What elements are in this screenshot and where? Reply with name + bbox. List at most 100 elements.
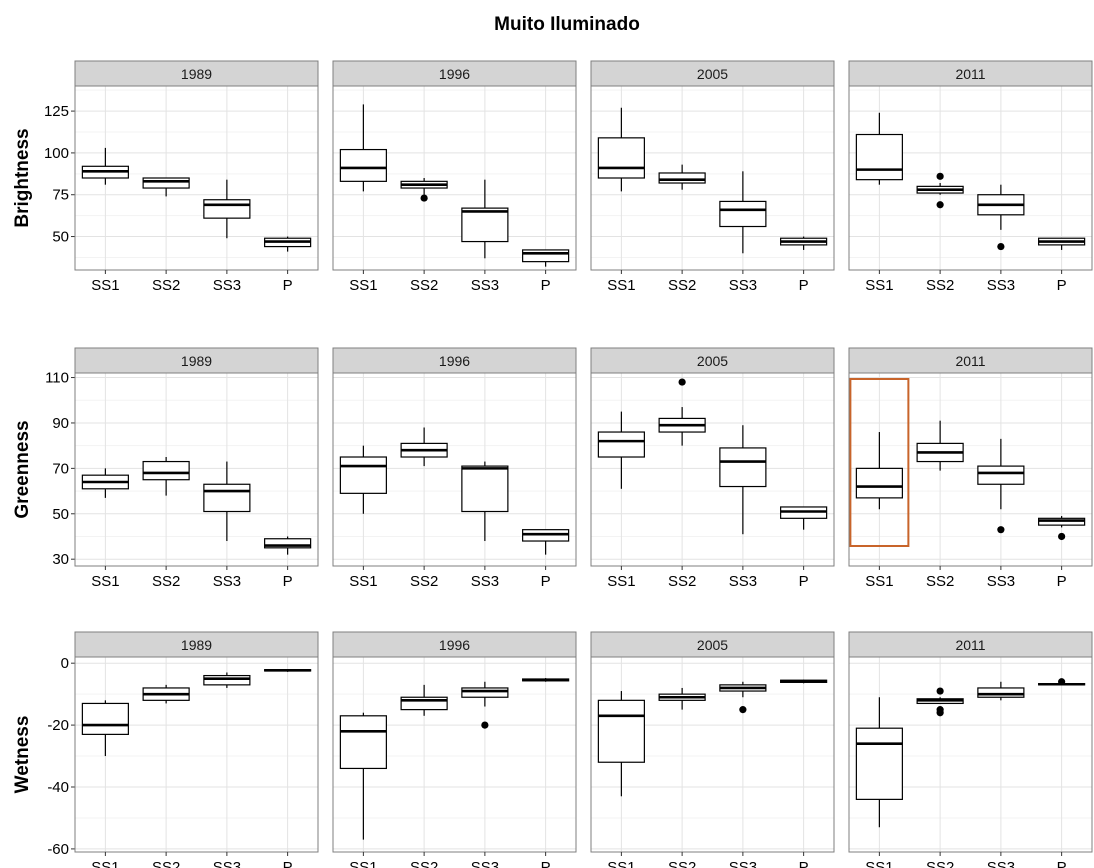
y-tick-label: -20 — [47, 717, 69, 734]
boxplot-ss1 — [339, 445, 387, 514]
x-tick-label: P — [799, 277, 809, 294]
facet-row-brightness: Brightness 50 75 100 125 1989 SS1 SS2 SS3 P 1996 SS… — [12, 60, 1093, 294]
x-tick-label: SS3 — [213, 573, 241, 590]
outlier-point — [936, 709, 944, 717]
box-iqr — [977, 465, 1025, 485]
panel-brightness-1996: 1996 SS1 SS2 SS3 P — [332, 60, 577, 294]
boxplot-ss2 — [658, 378, 706, 446]
outlier-point — [936, 172, 944, 180]
box-iqr — [461, 687, 509, 698]
boxplot-ss1 — [855, 432, 903, 510]
box-iqr — [339, 148, 387, 182]
x-tick-label: SS1 — [865, 573, 893, 590]
boxplot-p — [780, 679, 828, 684]
box-iqr — [461, 465, 509, 513]
facet-strip — [74, 347, 319, 374]
x-tick-label: SS2 — [410, 277, 438, 294]
panel-wetness-1989: 1989 SS1 SS2 SS3 P — [74, 631, 319, 868]
boxplot-ss2 — [916, 687, 964, 717]
outlier-point — [997, 242, 1005, 251]
x-tick-label: SS1 — [349, 573, 377, 590]
boxplot-ss3 — [719, 171, 767, 254]
outlier-point — [997, 526, 1005, 534]
boxplot-p — [1038, 237, 1086, 250]
facet-strip-label: 2005 — [697, 66, 728, 82]
panel-greenness-2011: 2011 SS1 SS2 SS3 P — [848, 347, 1093, 590]
boxplot-ss1 — [339, 712, 387, 840]
y-tick-label: 0 — [61, 655, 69, 672]
boxplot-p — [522, 249, 570, 267]
y-tick-label: 125 — [44, 103, 69, 120]
panel-brightness-1989: 1989 SS1 SS2 SS3 P — [74, 60, 319, 294]
y-tick-label: 50 — [52, 229, 69, 246]
panel-background — [75, 373, 318, 566]
box-iqr — [597, 699, 645, 763]
box-iqr — [264, 538, 312, 549]
box-iqr — [203, 674, 251, 686]
box-iqr — [977, 687, 1025, 698]
x-tick-label: P — [541, 859, 551, 868]
facet-strip-label: 1989 — [181, 353, 212, 369]
boxplot-ss3 — [203, 672, 251, 688]
outlier-point — [481, 721, 489, 729]
boxplot-ss2 — [142, 177, 190, 197]
facet-strip-label: 2005 — [697, 637, 728, 653]
y-tick-label: 30 — [52, 551, 69, 568]
y-axis-label: Greenness — [12, 420, 33, 518]
box-iqr — [597, 137, 645, 179]
x-tick-label: SS3 — [987, 859, 1015, 868]
panel-greenness-1989: 1989 SS1 SS2 SS3 P — [74, 347, 319, 590]
boxplot-ss1 — [597, 411, 645, 489]
boxplot-p — [1038, 516, 1086, 541]
x-tick-label: SS3 — [213, 277, 241, 294]
boxplot-ss3 — [719, 681, 767, 714]
boxplot-p — [780, 506, 828, 530]
outlier-point — [678, 378, 686, 386]
facet-strip — [590, 631, 835, 658]
y-tick-label: 90 — [52, 415, 69, 432]
x-tick-label: P — [283, 859, 293, 868]
facet-strip — [332, 60, 577, 87]
panel-brightness-2005: 2005 SS1 SS2 SS3 P — [590, 60, 835, 294]
x-tick-label: SS2 — [668, 277, 696, 294]
outlier-point — [936, 201, 944, 209]
x-tick-label: SS2 — [410, 859, 438, 868]
boxplot-ss2 — [916, 420, 964, 471]
x-tick-label: SS1 — [91, 573, 119, 590]
y-tick-label: 75 — [52, 187, 69, 204]
x-tick-label: SS1 — [349, 859, 377, 868]
facet-row-greenness: Greenness 30 50 70 90 110 1989 SS1 SS2 SS3 P 1996 SS… — [12, 347, 1093, 590]
boxplot-ss3 — [461, 681, 509, 729]
panel-border — [848, 656, 1093, 853]
panel-wetness-2005: 2005 SS1 SS2 SS3 P — [590, 631, 835, 868]
x-tick-label: P — [283, 573, 293, 590]
x-tick-label: SS2 — [668, 573, 696, 590]
boxplot-ss3 — [461, 461, 509, 542]
x-tick-label: SS1 — [91, 277, 119, 294]
facet-strip — [848, 60, 1093, 87]
x-tick-label: P — [541, 277, 551, 294]
boxplot-ss3 — [977, 438, 1025, 534]
x-tick-label: SS1 — [91, 859, 119, 868]
box-iqr — [339, 456, 387, 494]
panel-border — [332, 85, 577, 271]
panel-background — [591, 373, 834, 566]
box-iqr — [461, 207, 509, 243]
boxplot-ss3 — [977, 184, 1025, 251]
x-tick-label: SS2 — [410, 573, 438, 590]
boxplot-ss3 — [203, 179, 251, 239]
panel-border — [332, 372, 577, 567]
panel-border — [590, 372, 835, 567]
box-iqr — [719, 447, 767, 488]
panel-background — [75, 657, 318, 852]
panel-wetness-2011: 2011 SS1 SS2 SS3 P — [848, 631, 1093, 868]
facet-strip-label: 2011 — [955, 637, 985, 653]
x-tick-label: SS3 — [471, 573, 499, 590]
panel-border — [74, 656, 319, 853]
x-tick-label: SS3 — [213, 859, 241, 868]
x-tick-label: SS2 — [668, 859, 696, 868]
panel-greenness-2005: 2005 SS1 SS2 SS3 P — [590, 347, 835, 590]
box-iqr — [855, 727, 903, 800]
y-axis-label: Wetness — [12, 716, 33, 794]
